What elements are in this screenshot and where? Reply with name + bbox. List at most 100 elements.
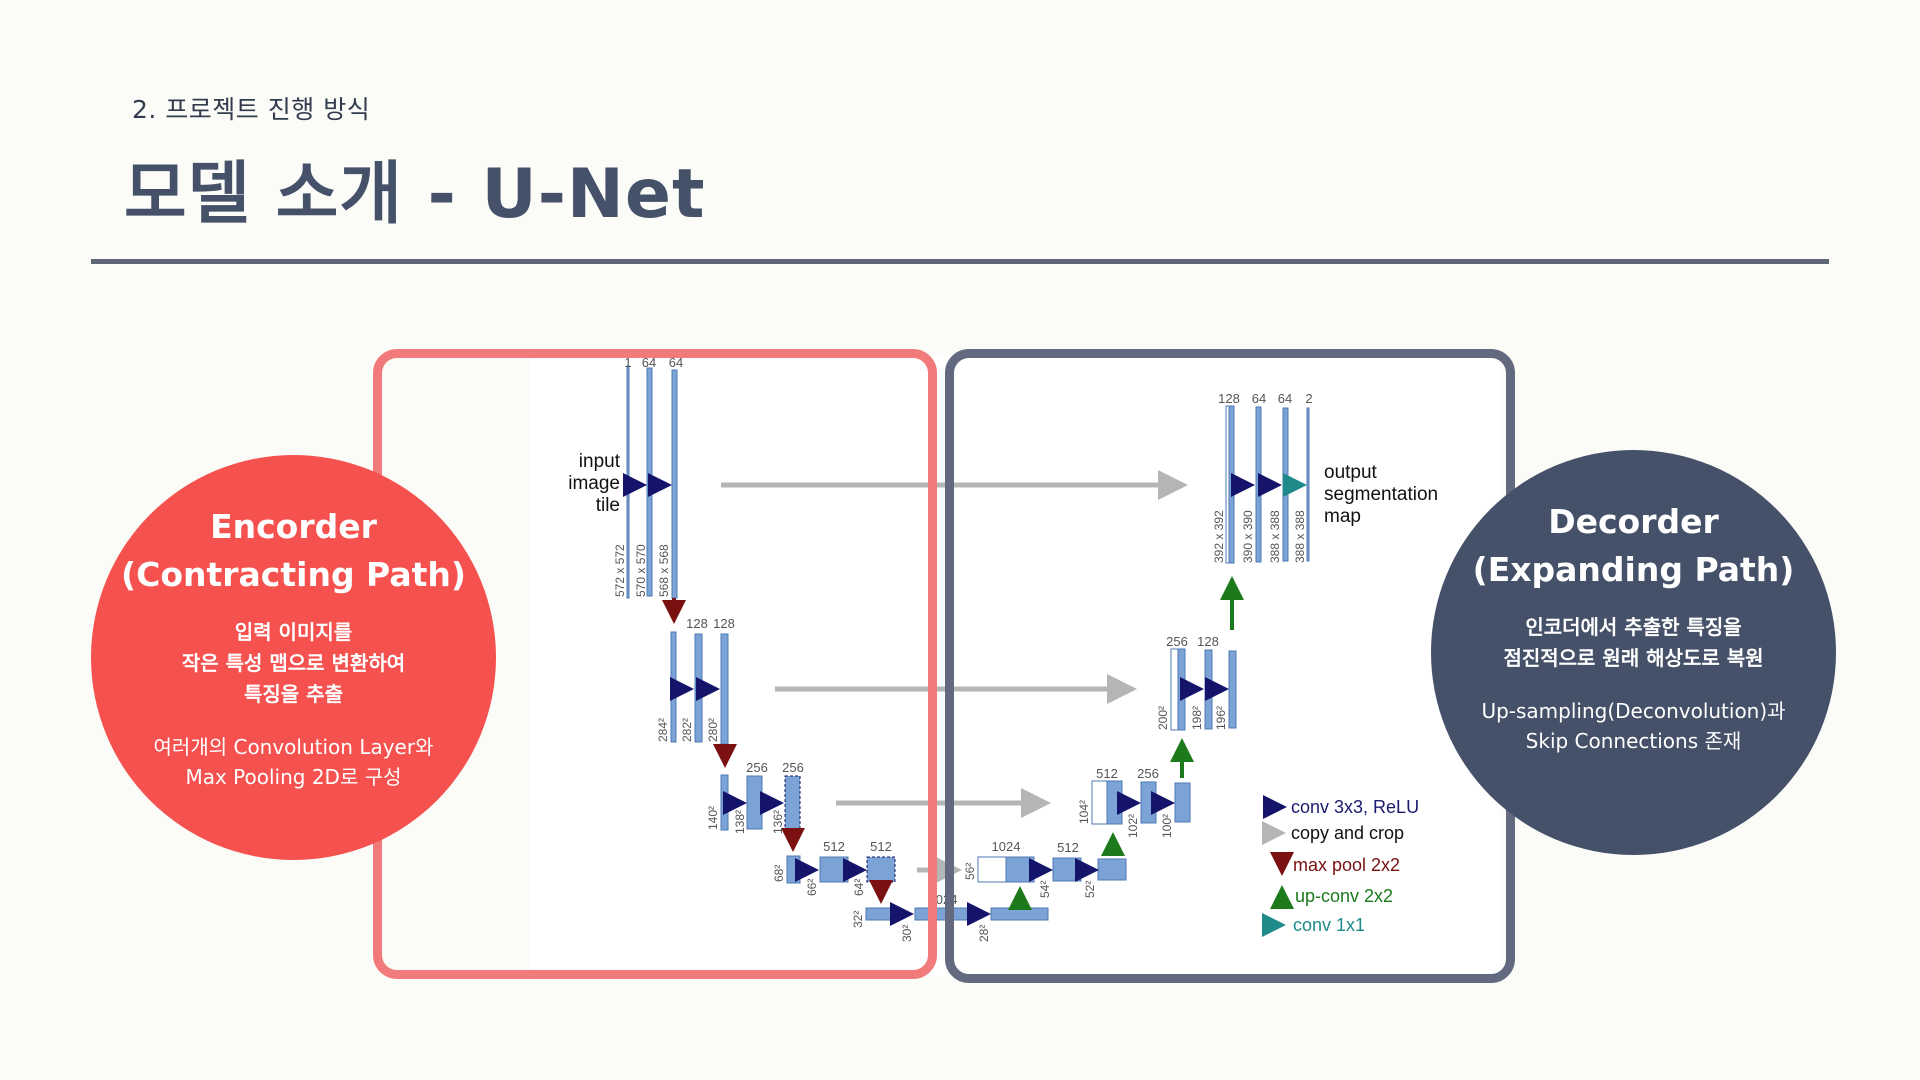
- channel-label: 128: [686, 616, 708, 631]
- section-subtitle: 2. 프로젝트 진행 방식: [132, 95, 371, 124]
- encoder-level-2: [670, 631, 737, 768]
- size-label: 200²: [1156, 706, 1170, 730]
- encoder-level-4: [786, 855, 896, 904]
- encoder-summary: 입력 이미지를 작은 특성 맵으로 변환하여 특징을 추출: [182, 617, 405, 710]
- decoder-description-line: Up-sampling(Deconvolution)과: [1481, 698, 1786, 723]
- size-labels: 572 x 572 570 x 570 568 x 568 284² 282² …: [613, 510, 1307, 942]
- encoder-level-3: [720, 774, 805, 852]
- legend-label: copy and crop: [1291, 823, 1404, 843]
- encoder-description-line: 여러개의 Convolution Layer와: [153, 735, 434, 759]
- channel-label: 512: [823, 839, 845, 854]
- size-label: 388 x 388: [1268, 510, 1282, 563]
- decoder-summary: 인코더에서 추출한 특징을 점진적으로 원래 해상도로 복원: [1503, 612, 1763, 674]
- output-label-line: output: [1324, 462, 1378, 483]
- size-label: 572 x 572: [613, 544, 627, 597]
- channel-label: 128: [713, 616, 735, 631]
- decoder-description-line: Skip Connections 존재: [1525, 728, 1742, 753]
- decoder-level-2: [1170, 576, 1244, 731]
- channel-labels: 1 64 64 128 128 256 256 512 512 1024 102…: [624, 355, 1312, 907]
- encoder-title-line: (Contracting Path): [121, 555, 466, 594]
- size-label: 140²: [706, 806, 720, 830]
- channel-label: 1024: [992, 839, 1021, 854]
- encoder-info-circle: Encorder (Contracting Path) 입력 이미지를 작은 특…: [91, 455, 496, 860]
- size-label: 198²: [1190, 706, 1204, 730]
- size-label: 138²: [733, 810, 747, 834]
- legend-item-upconv: up-conv 2x2: [1270, 885, 1393, 909]
- input-label-line: image: [568, 473, 620, 494]
- encoder-title: Encorder (Contracting Path): [121, 503, 466, 599]
- encoder-summary-line: 특징을 추출: [244, 682, 343, 706]
- size-label: 100²: [1160, 814, 1174, 838]
- size-label: 56²: [963, 863, 977, 880]
- input-label-line: input: [579, 451, 621, 472]
- output-label-line: segmentation: [1324, 484, 1438, 505]
- decoder-info-circle: Decorder (Expanding Path) 인코더에서 추출한 특징을 …: [1431, 450, 1836, 855]
- decoder-level-3: [1091, 738, 1194, 825]
- decoder-title-line: (Expanding Path): [1472, 549, 1795, 589]
- size-label: 30²: [900, 925, 914, 942]
- decoder-highlight-box: [945, 349, 1515, 983]
- output-label-line: map: [1324, 506, 1361, 527]
- size-label: 392 x 392: [1212, 510, 1226, 563]
- size-label: 136²: [771, 810, 785, 834]
- channel-label: 512: [870, 839, 892, 854]
- size-label: 28²: [977, 925, 991, 942]
- size-label: 568 x 568: [657, 544, 671, 597]
- size-label: 570 x 570: [634, 544, 648, 597]
- size-label: 390 x 390: [1241, 510, 1255, 563]
- channel-label: 128: [1218, 391, 1240, 406]
- channel-label: 256: [782, 760, 804, 775]
- title-divider: [91, 259, 1829, 264]
- size-label: 54²: [1038, 881, 1052, 898]
- channel-label: 2: [1305, 391, 1312, 406]
- encoder-level-1: [623, 365, 686, 624]
- decoder-summary-line: 인코더에서 추출한 특징을: [1525, 614, 1742, 639]
- legend-item-conv1x1: conv 1x1: [1262, 913, 1365, 937]
- io-labels: input image tile output segmentation map: [568, 451, 1438, 527]
- channel-label: 256: [1166, 634, 1188, 649]
- size-label: 68²: [772, 865, 786, 882]
- channel-label: 256: [1137, 766, 1159, 781]
- decoder-title: Decorder (Expanding Path): [1473, 498, 1795, 594]
- size-label: 388 x 388: [1293, 510, 1307, 563]
- decoder-description: Up-sampling(Deconvolution)과 Skip Connect…: [1481, 696, 1785, 756]
- channel-label: 512: [1096, 766, 1118, 781]
- encoder-summary-line: 입력 이미지를: [234, 620, 353, 644]
- size-label: 32²: [851, 911, 865, 928]
- size-label: 52²: [1083, 881, 1097, 898]
- encoder-summary-line: 작은 특성 맵으로 변환하여: [181, 651, 406, 675]
- legend-label: conv 3x3, ReLU: [1291, 797, 1419, 817]
- legend-label: max pool 2x2: [1293, 855, 1400, 875]
- legend: conv 3x3, ReLU copy and crop max pool 2x…: [1262, 795, 1419, 937]
- size-label: 196²: [1214, 706, 1228, 730]
- input-label-line: tile: [596, 495, 620, 516]
- legend-item-conv: conv 3x3, ReLU: [1263, 795, 1419, 819]
- channel-label: 128: [1197, 634, 1219, 649]
- decoder-level-4: [977, 832, 1127, 883]
- decoder-level-1: [1225, 405, 1310, 564]
- channel-label: 64: [1252, 391, 1266, 406]
- size-label: 104²: [1077, 800, 1091, 824]
- legend-item-maxpool: max pool 2x2: [1270, 852, 1400, 876]
- encoder-description-line: Max Pooling 2D로 구성: [185, 765, 402, 789]
- channel-label: 64: [642, 355, 656, 370]
- legend-item-copy: copy and crop: [1262, 821, 1404, 845]
- size-label: 102²: [1126, 814, 1140, 838]
- encoder-description: 여러개의 Convolution Layer와 Max Pooling 2D로 …: [154, 732, 434, 792]
- channel-label: 64: [1278, 391, 1292, 406]
- decoder-summary-line: 점진적으로 원래 해상도로 복원: [1503, 645, 1764, 670]
- decoder-title-line: Decorder: [1548, 501, 1719, 541]
- size-label: 280²: [706, 718, 720, 742]
- size-label: 66²: [805, 879, 819, 896]
- channel-label: 64: [669, 355, 683, 370]
- encoder-title-line: Encorder: [210, 507, 377, 546]
- legend-label: conv 1x1: [1293, 915, 1365, 935]
- size-label: 282²: [680, 718, 694, 742]
- channel-label: 256: [746, 760, 768, 775]
- channel-label: 512: [1057, 840, 1079, 855]
- page-title: 모델 소개 - U-Net: [124, 155, 706, 234]
- size-label: 284²: [656, 718, 670, 742]
- legend-label: up-conv 2x2: [1295, 886, 1393, 906]
- channel-label: 1: [624, 355, 631, 370]
